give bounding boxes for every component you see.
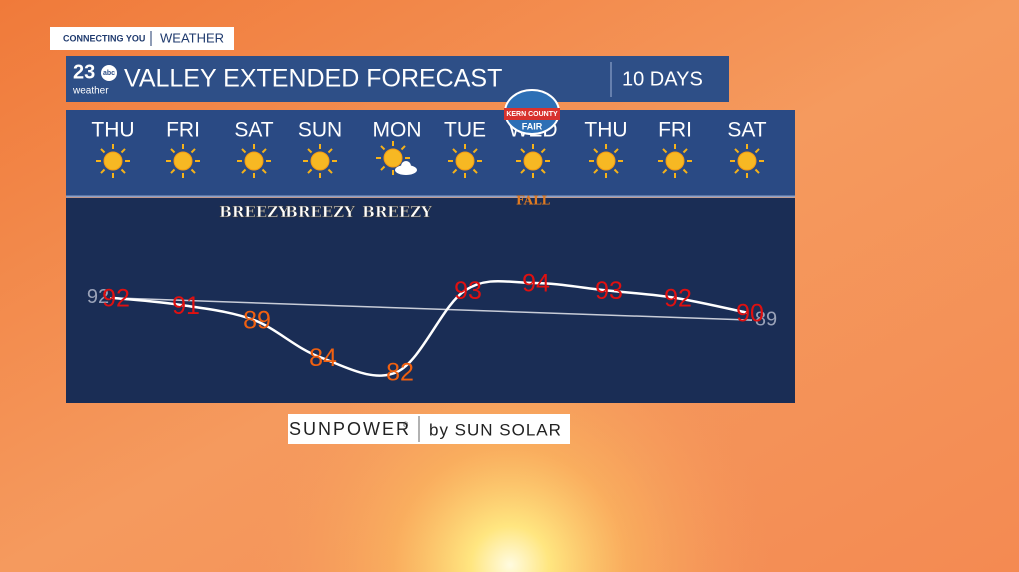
sun-ray	[100, 148, 106, 154]
sun-ray	[662, 168, 668, 174]
annotation: BREEZY	[219, 203, 289, 221]
sun	[103, 151, 123, 171]
sun-ray	[472, 148, 478, 154]
sun-ray	[754, 148, 760, 154]
day-label: FRI	[166, 119, 200, 142]
temp-label: 93	[454, 277, 482, 305]
normal-label: 92	[87, 286, 109, 308]
sun-ray	[662, 148, 668, 154]
footer-box	[288, 414, 570, 444]
sun-ray	[593, 168, 599, 174]
span: 10 DAYS	[622, 68, 703, 90]
badge: KERN COUNTY FAIR	[504, 89, 560, 135]
day-label: SAT	[727, 119, 766, 142]
sun	[455, 151, 475, 171]
sun-ray	[472, 168, 478, 174]
title-bar	[66, 56, 729, 102]
day-label: TUE	[444, 119, 486, 142]
sun-ray	[682, 148, 688, 154]
annotation: BREEZY	[362, 203, 432, 221]
temp-label: 89	[243, 307, 271, 335]
sun-ray	[327, 148, 333, 154]
sun-ray	[261, 168, 267, 174]
normal-line	[109, 297, 753, 321]
sun	[173, 151, 193, 171]
sun-ray	[400, 145, 406, 151]
day-label: THU	[584, 119, 627, 142]
sun	[523, 151, 543, 171]
day-label: FRI	[658, 119, 692, 142]
sun	[596, 151, 616, 171]
sun-ray	[241, 148, 247, 154]
sun-ray	[190, 148, 196, 154]
temp-label: 84	[309, 344, 337, 372]
badge-bottom: FAIR	[522, 121, 543, 131]
temp-label: 90	[736, 299, 764, 327]
day-label: SUN	[298, 119, 342, 142]
sun-ray	[520, 148, 526, 154]
sun-ray	[170, 168, 176, 174]
sun	[737, 151, 757, 171]
temp-label: 92	[102, 284, 130, 312]
sun-ray	[452, 148, 458, 154]
sun-ray	[754, 168, 760, 174]
sun-ray	[734, 148, 740, 154]
temp-label: 93	[595, 277, 623, 305]
temp-label: 82	[386, 359, 414, 387]
sun-ray	[120, 148, 126, 154]
annotation: BREEZY	[285, 203, 355, 221]
sun-ray	[613, 148, 619, 154]
badge-ribbon	[504, 108, 560, 120]
sun-ray	[682, 168, 688, 174]
footer-mark: ®	[403, 421, 409, 429]
sun-ray	[190, 168, 196, 174]
sun	[665, 151, 685, 171]
sun	[310, 151, 330, 171]
tag: CONNECTING YOU	[63, 33, 145, 43]
day-label: MON	[373, 119, 422, 142]
sun-ray	[540, 168, 546, 174]
sun-ray	[593, 148, 599, 154]
sun	[244, 151, 264, 171]
sun-ray	[100, 168, 106, 174]
sun-ray	[120, 168, 126, 174]
footer-by: by SUN SOLAR	[429, 420, 562, 439]
sun-ray	[520, 168, 526, 174]
sun-ray	[613, 168, 619, 174]
tag-box	[50, 27, 234, 50]
sun-ray	[734, 168, 740, 174]
footer-brand: SUNPOWER	[289, 419, 411, 439]
abc-circle	[101, 65, 117, 81]
temp-label: 94	[522, 270, 550, 298]
cloud	[401, 161, 411, 171]
temp-label: 92	[664, 284, 692, 312]
channel: 23	[73, 61, 95, 83]
normal-label: 89	[755, 308, 777, 330]
sun-ray	[452, 168, 458, 174]
badge-top: KERN COUNTY	[506, 111, 558, 118]
sun-ray	[327, 168, 333, 174]
section: WEATHER	[160, 30, 224, 45]
sun	[383, 148, 403, 168]
day-label: THU	[91, 119, 134, 142]
annotation: FALL	[516, 194, 551, 208]
brand: weather	[72, 86, 109, 97]
sun-ray	[540, 148, 546, 154]
network: abc	[103, 70, 115, 77]
sun-ray	[241, 168, 247, 174]
sun-ray	[380, 165, 386, 171]
day-label: SAT	[234, 119, 273, 142]
sun-ray	[307, 168, 313, 174]
sun-ray	[307, 148, 313, 154]
sun-ray	[261, 148, 267, 154]
sun-ray	[380, 145, 386, 151]
sun-ray	[170, 148, 176, 154]
title: VALLEY EXTENDED FORECAST	[124, 65, 502, 93]
temp-line	[112, 279, 748, 377]
temp-label: 91	[172, 292, 200, 320]
